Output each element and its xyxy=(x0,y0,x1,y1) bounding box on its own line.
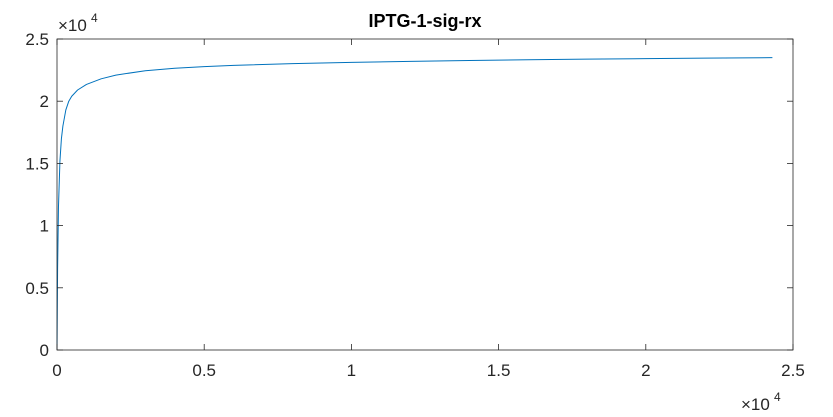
series-line xyxy=(56,57,773,351)
x-exponent-base: ×10 xyxy=(741,395,770,414)
series-layer xyxy=(56,57,773,351)
x-exponent-label: ×10 4 xyxy=(741,390,781,414)
y-tick-label: 2.5 xyxy=(25,30,49,49)
x-tick-label: 1 xyxy=(347,361,356,380)
y-tick-label: 0.5 xyxy=(25,279,49,298)
chart-title: IPTG-1-sig-rx xyxy=(368,11,481,31)
y-exponent-base: ×10 xyxy=(58,16,87,35)
y-tick-label: 1 xyxy=(40,217,49,236)
y-tick-label: 1.5 xyxy=(25,154,49,173)
x-tick-label: 0 xyxy=(52,361,61,380)
plot-area xyxy=(57,39,793,350)
y-exponent-power: 4 xyxy=(91,11,98,25)
x-tick-label: 1.5 xyxy=(487,361,511,380)
x-axis: 0 0.5 1 1.5 2 2.5 xyxy=(52,39,805,380)
x-tick-label: 2 xyxy=(641,361,650,380)
y-tick-label: 0 xyxy=(40,341,49,360)
y-exponent-label: ×10 4 xyxy=(58,11,98,35)
x-tick-label: 0.5 xyxy=(192,361,216,380)
axes-box xyxy=(56,38,794,351)
y-axis: 0 0.5 1 1.5 2 2.5 xyxy=(25,30,793,360)
x-tick-label: 2.5 xyxy=(781,361,805,380)
x-exponent-power: 4 xyxy=(774,390,781,404)
y-tick-label: 2 xyxy=(40,92,49,111)
